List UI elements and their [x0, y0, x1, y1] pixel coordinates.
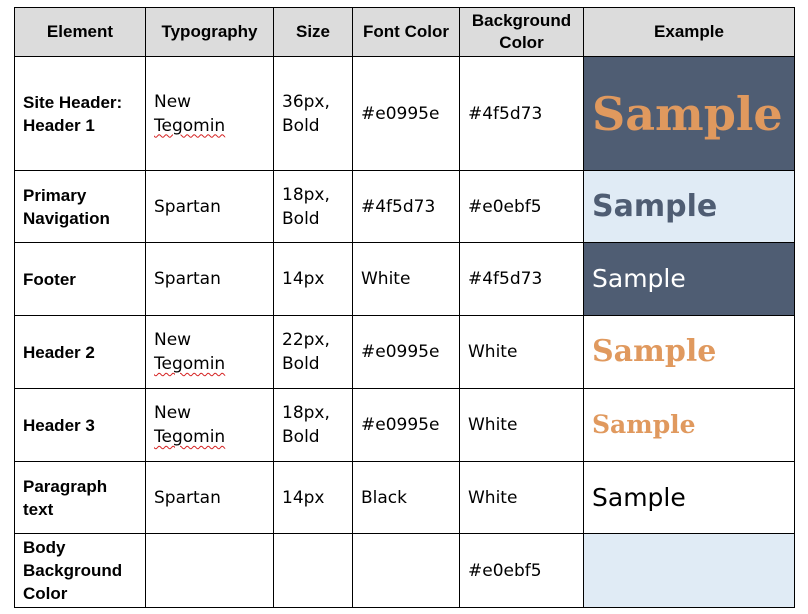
typography-cell: Spartan	[145, 461, 274, 534]
size-text: Bold	[282, 354, 320, 374]
table-row-footer: Footer Spartan 14px White #4f5d73 Sample	[14, 242, 795, 316]
column-header-element: Element	[14, 7, 146, 57]
column-header-font-color: Font Color	[352, 7, 460, 57]
font-color-cell: #e0995e	[352, 315, 460, 389]
table-row-header-2: Header 2 New Tegomin 22px, Bold #e0995e …	[14, 315, 795, 389]
column-header-typography: Typography	[145, 7, 274, 57]
element-cell: Site Header: Header 1	[14, 56, 146, 171]
font-color-cell: #e0995e	[352, 56, 460, 171]
table-row-body-background-color: Body Background Color #e0ebf5	[14, 533, 795, 608]
size-cell: 18px, Bold	[273, 170, 353, 243]
size-cell	[273, 533, 353, 608]
example-cell: Sample	[583, 315, 795, 389]
typography-cell: New Tegomin	[145, 388, 274, 462]
size-cell: 18px, Bold	[273, 388, 353, 462]
example-cell: Sample	[583, 388, 795, 462]
typography-text: New	[154, 403, 192, 423]
typography-cell: New Tegomin	[145, 56, 274, 171]
element-cell: Primary Navigation	[14, 170, 146, 243]
example-sample-text: Sample	[592, 410, 696, 439]
example-cell	[583, 533, 795, 608]
typography-cell: Spartan	[145, 242, 274, 316]
table-row-site-header: Site Header: Header 1 New Tegomin 36px, …	[14, 56, 795, 171]
size-text: 22px,	[282, 330, 330, 350]
background-color-cell: White	[459, 388, 584, 462]
header-row: Element Typography Size Font Color Backg…	[14, 7, 795, 57]
background-color-cell: #e0ebf5	[459, 533, 584, 608]
font-color-cell: White	[352, 242, 460, 316]
example-sample-text: Sample	[592, 334, 717, 369]
table-row-primary-navigation: Primary Navigation Spartan 18px, Bold #4…	[14, 170, 795, 243]
size-cell: 14px	[273, 242, 353, 316]
typography-text: New	[154, 330, 192, 350]
background-color-cell: #4f5d73	[459, 242, 584, 316]
size-cell: 36px, Bold	[273, 56, 353, 171]
example-cell: Sample	[583, 170, 795, 243]
typography-cell: New Tegomin	[145, 315, 274, 389]
example-sample-text: Sample	[592, 482, 686, 512]
font-color-cell: #4f5d73	[352, 170, 460, 243]
typography-cell: Spartan	[145, 170, 274, 243]
font-color-cell: Black	[352, 461, 460, 534]
font-color-cell	[352, 533, 460, 608]
style-guide-table: Element Typography Size Font Color Backg…	[14, 7, 795, 608]
column-header-size: Size	[273, 7, 353, 57]
size-text: 36px,	[282, 91, 330, 112]
background-color-cell: White	[459, 461, 584, 534]
example-cell: Sample	[583, 242, 795, 316]
size-text: 18px,	[282, 403, 330, 423]
typography-cell	[145, 533, 274, 608]
column-header-background-color: Background Color	[459, 7, 584, 57]
element-cell: Paragraph text	[14, 461, 146, 534]
element-cell: Header 2	[14, 315, 146, 389]
size-text: Bold	[282, 115, 320, 136]
size-text: 18px,	[282, 184, 330, 205]
size-cell: 14px	[273, 461, 353, 534]
typography-text: Tegomin	[154, 354, 226, 374]
size-text: Bold	[282, 427, 320, 447]
background-color-cell: White	[459, 315, 584, 389]
example-sample-text: Sample	[592, 86, 783, 141]
typography-text: Tegomin	[154, 427, 226, 447]
example-sample-text: Sample	[592, 264, 686, 293]
font-color-cell: #e0995e	[352, 388, 460, 462]
example-sample-text: Sample	[592, 188, 718, 224]
example-cell: Sample	[583, 56, 795, 171]
table-row-paragraph-text: Paragraph text Spartan 14px Black White …	[14, 461, 795, 534]
example-cell: Sample	[583, 461, 795, 534]
column-header-example: Example	[583, 7, 795, 57]
element-cell: Footer	[14, 242, 146, 316]
element-cell: Body Background Color	[14, 533, 146, 608]
size-text: Bold	[282, 208, 320, 229]
size-cell: 22px, Bold	[273, 315, 353, 389]
background-color-cell: #e0ebf5	[459, 170, 584, 243]
typography-text: Tegomin	[154, 115, 226, 136]
table-row-header-3: Header 3 New Tegomin 18px, Bold #e0995e …	[14, 388, 795, 462]
background-color-cell: #4f5d73	[459, 56, 584, 171]
typography-text: New	[154, 91, 192, 112]
element-cell: Header 3	[14, 388, 146, 462]
